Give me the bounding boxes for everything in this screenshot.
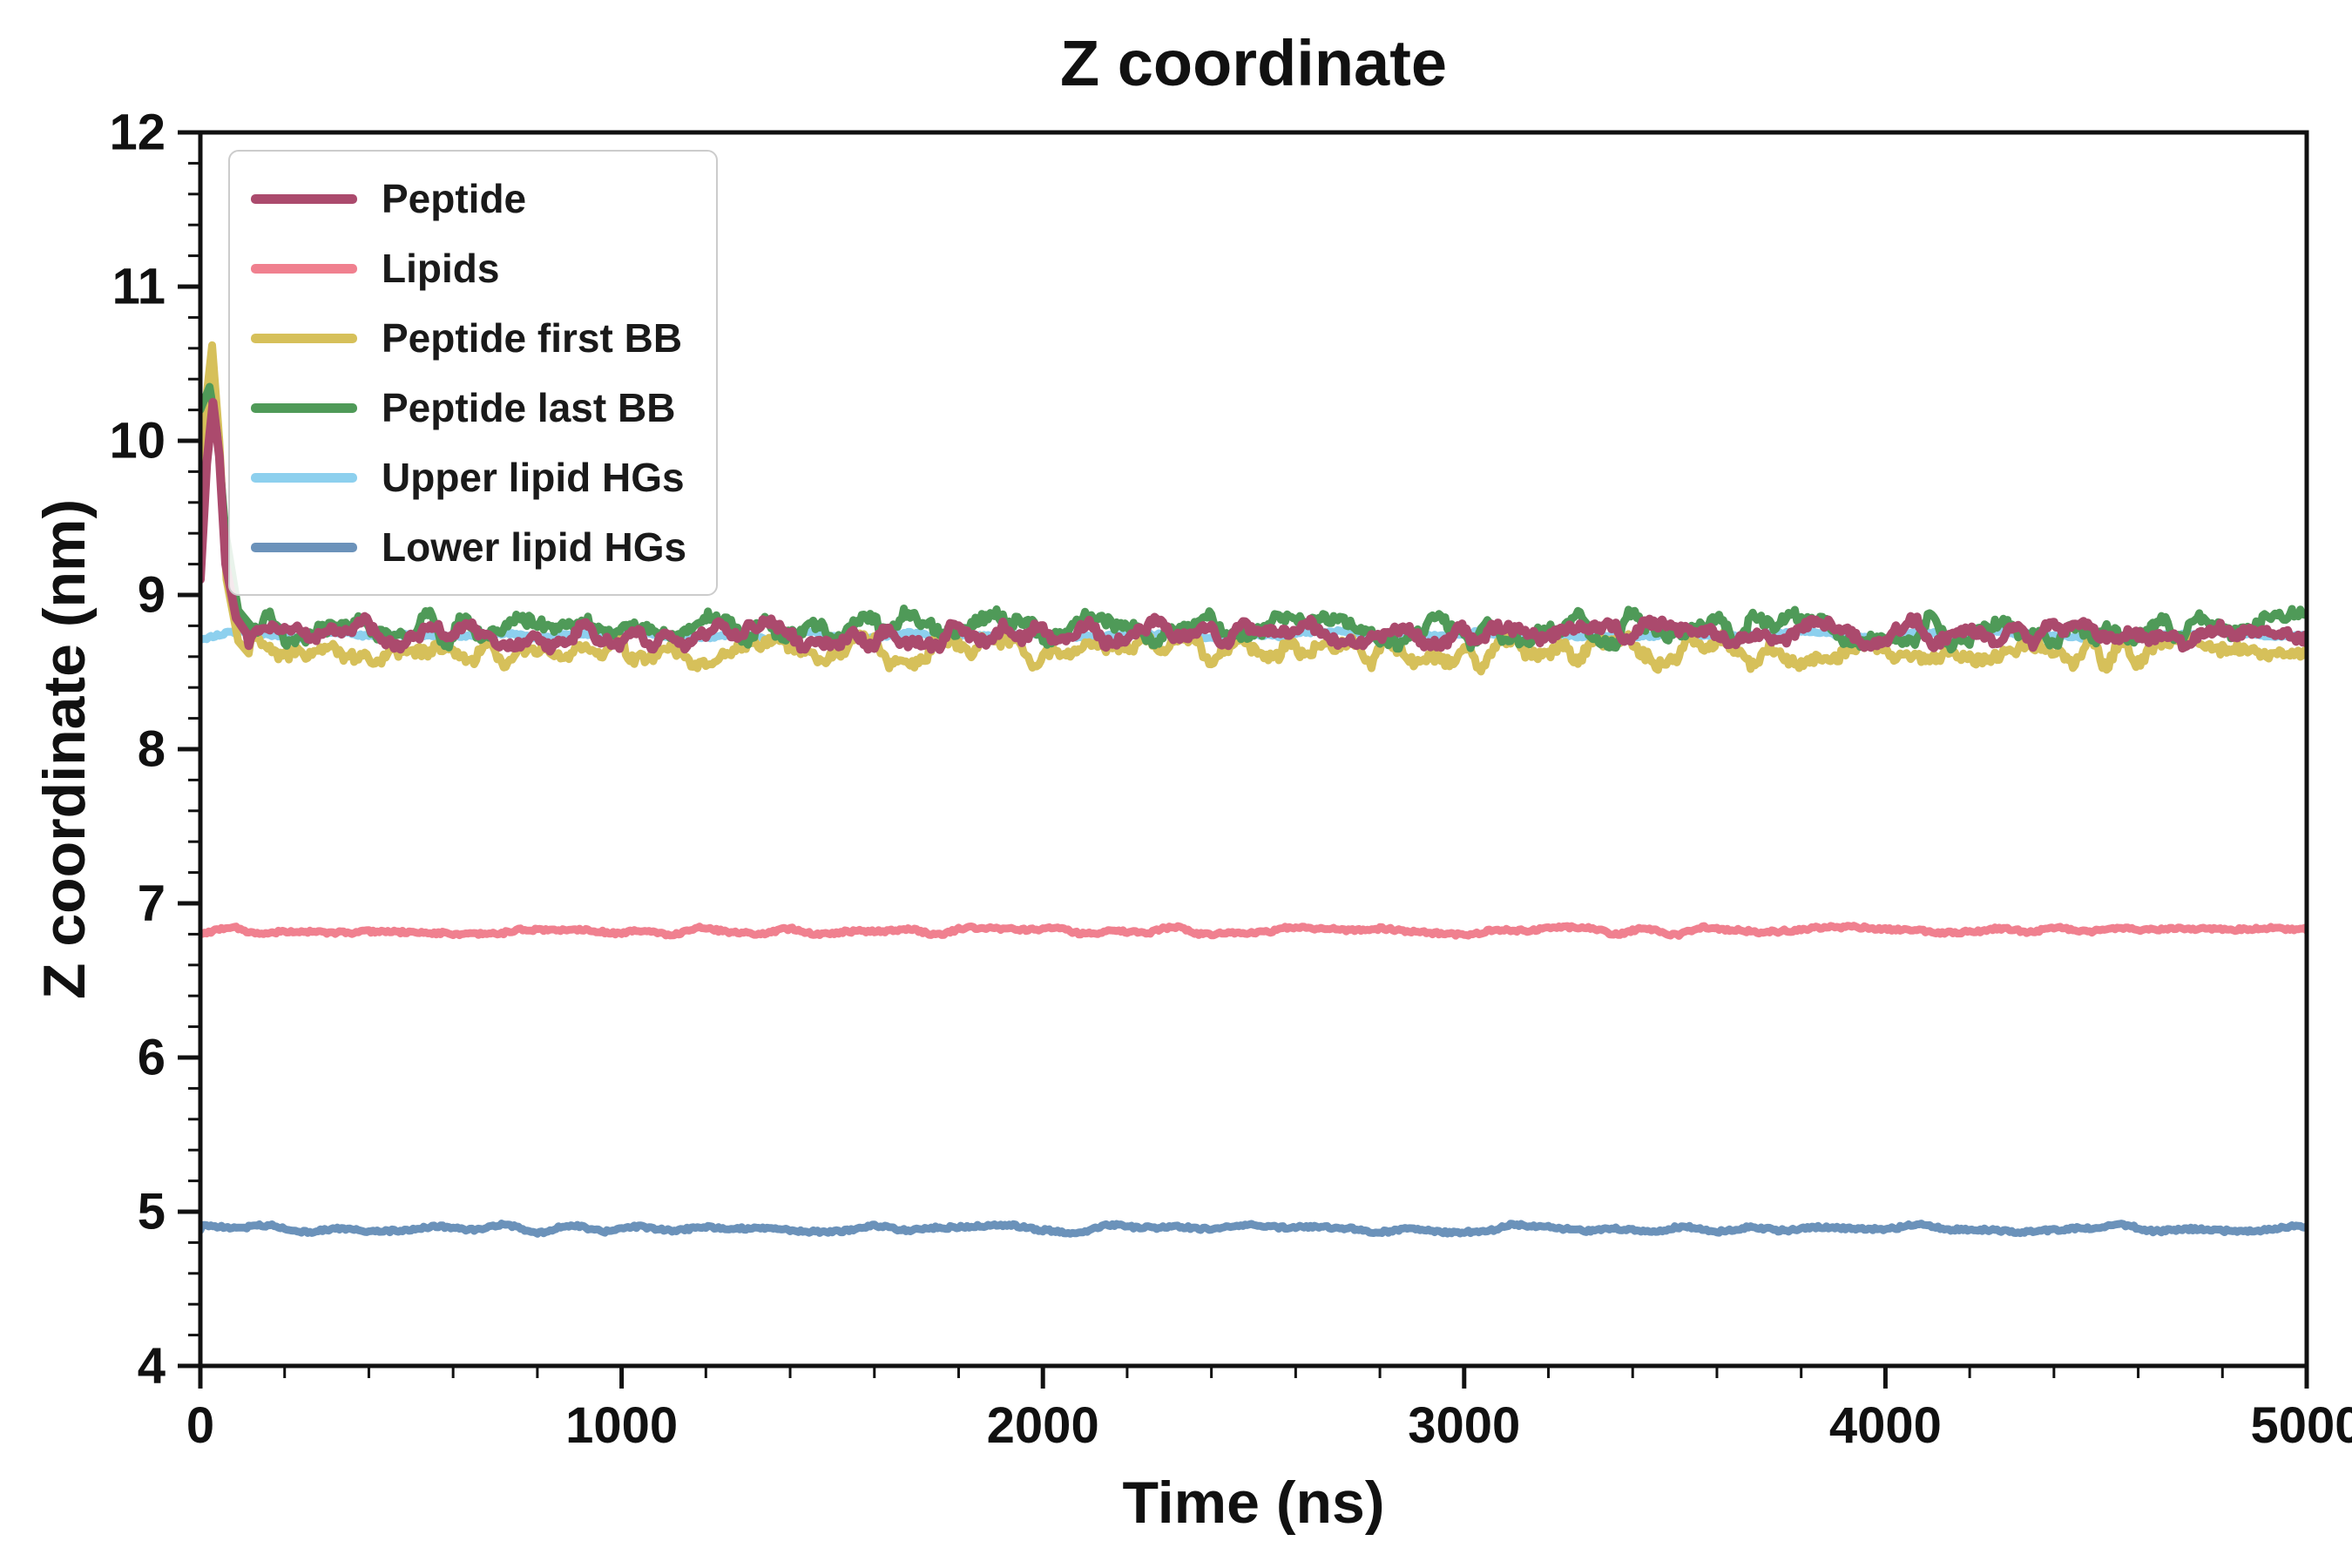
legend-swatch-lower-lipid-hgs <box>251 542 357 552</box>
legend-swatch-peptide <box>251 193 357 204</box>
legend-item-upper-lipid-hgs: Upper lipid HGs <box>251 443 686 512</box>
y-tick-label: 8 <box>138 721 166 778</box>
y-tick-label: 10 <box>109 413 166 470</box>
legend-item-peptide-last-bb: Peptide last BB <box>251 373 686 443</box>
x-tick-label: 0 <box>186 1397 214 1454</box>
x-tick-label: 3000 <box>1408 1397 1520 1454</box>
legend-item-peptide-first-bb: Peptide first BB <box>251 303 686 373</box>
y-tick-label: 7 <box>138 875 166 932</box>
legend-item-lipids: Lipids <box>251 233 686 303</box>
series-lines <box>200 341 2307 1238</box>
series-line-peptide <box>200 397 2307 656</box>
series-line-lower-lipid-hgs <box>200 1220 2307 1238</box>
legend-swatch-peptide-first-bb <box>251 333 357 343</box>
legend: Peptide Lipids Peptide first BB Peptide las… <box>228 150 719 596</box>
x-tick-label: 5000 <box>2250 1397 2352 1454</box>
x-tick-label: 1000 <box>565 1397 678 1454</box>
axis-tick-labels: 0 1000 2000 3000 4000 5000 4 5 6 7 8 9 10 11 12 <box>109 105 2352 1455</box>
x-tick-label: 2000 <box>987 1397 1099 1454</box>
series-line-peptide-first-bb <box>200 341 2307 676</box>
legend-swatch-peptide-last-bb <box>251 402 357 413</box>
y-tick-label: 4 <box>138 1338 166 1395</box>
legend-swatch-lipids <box>251 263 357 274</box>
series-line-lipids <box>200 922 2307 940</box>
y-tick-label: 11 <box>112 259 166 315</box>
legend-label-lower-lipid-hgs: Lower lipid HGs <box>382 524 687 570</box>
legend-label-upper-lipid-hgs: Upper lipid HGs <box>382 455 685 500</box>
legend-label-lipids: Lipids <box>382 246 500 291</box>
legend-label-peptide-first-bb: Peptide first BB <box>382 315 683 361</box>
plot-frame <box>198 130 2309 1369</box>
x-axis-label: Time (ns) <box>1122 1470 1385 1536</box>
legend-item-lower-lipid-hgs: Lower lipid HGs <box>251 512 686 582</box>
chart-title: Z coordinate <box>1059 27 1448 99</box>
legend-item-peptide: Peptide <box>251 164 686 233</box>
x-tick-label: 4000 <box>1829 1397 1942 1454</box>
legend-label-peptide: Peptide <box>382 176 527 221</box>
y-tick-label: 5 <box>138 1184 166 1240</box>
y-tick-label: 6 <box>138 1030 166 1086</box>
y-tick-label: 9 <box>138 567 166 624</box>
y-tick-label: 12 <box>109 105 166 161</box>
legend-swatch-upper-lipid-hgs <box>251 472 357 483</box>
legend-label-peptide-last-bb: Peptide last BB <box>382 385 676 430</box>
